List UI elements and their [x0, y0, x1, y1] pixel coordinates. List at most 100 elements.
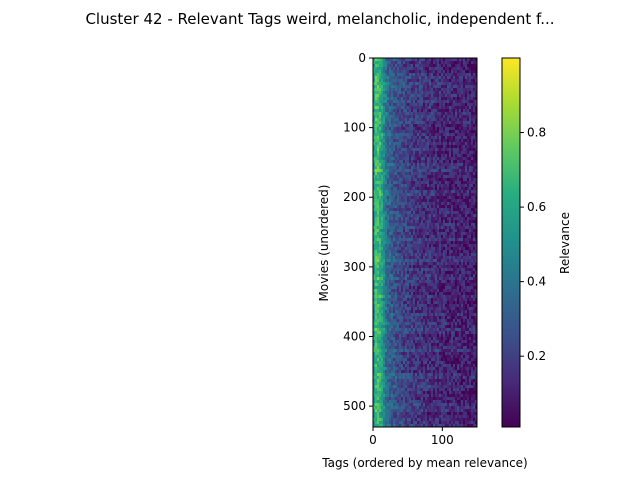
- heatmap-cell: [431, 316, 434, 320]
- heatmap-cell: [441, 139, 444, 143]
- heatmap-cell: [401, 292, 404, 296]
- heatmap-cell: [389, 337, 392, 341]
- heatmap-cell: [469, 325, 472, 329]
- heatmap-cell: [459, 256, 462, 260]
- heatmap-cell: [427, 250, 430, 254]
- heatmap-cell: [393, 292, 396, 296]
- heatmap-cell: [453, 190, 456, 194]
- heatmap-cell: [393, 160, 396, 164]
- heatmap-cell: [389, 283, 392, 287]
- heatmap-cell: [425, 328, 428, 332]
- heatmap-cell: [407, 343, 410, 347]
- heatmap-cell: [399, 106, 402, 110]
- heatmap-cell: [423, 235, 426, 239]
- heatmap-cell: [423, 313, 426, 317]
- heatmap-cell: [415, 178, 418, 182]
- heatmap-cell: [395, 160, 398, 164]
- heatmap-cell: [429, 70, 432, 74]
- heatmap-cell: [465, 196, 468, 200]
- heatmap-cell: [381, 226, 384, 230]
- heatmap-cell: [381, 97, 384, 101]
- heatmap-cell: [473, 157, 476, 161]
- heatmap-cell: [415, 223, 418, 227]
- heatmap-cell: [383, 163, 386, 167]
- heatmap-cell: [375, 223, 378, 227]
- heatmap-cell: [433, 136, 436, 140]
- heatmap-cell: [387, 97, 390, 101]
- heatmap-cell: [441, 319, 444, 323]
- heatmap-cell: [435, 286, 438, 290]
- heatmap-cell: [417, 226, 420, 230]
- heatmap-cell: [391, 310, 394, 314]
- heatmap-cell: [439, 73, 442, 77]
- heatmap-cell: [393, 337, 396, 341]
- heatmap-cell: [443, 136, 446, 140]
- heatmap-cell: [435, 181, 438, 185]
- heatmap-cell: [449, 244, 452, 248]
- heatmap-cell: [411, 283, 414, 287]
- heatmap-cell: [379, 334, 382, 338]
- heatmap-cell: [431, 250, 434, 254]
- heatmap-cell: [433, 244, 436, 248]
- heatmap-cell: [391, 274, 394, 278]
- heatmap-cell: [395, 343, 398, 347]
- heatmap-cell: [393, 193, 396, 197]
- heatmap-cell: [411, 277, 414, 281]
- heatmap-cell: [423, 274, 426, 278]
- heatmap-cell: [403, 214, 406, 218]
- heatmap-cell: [385, 271, 388, 275]
- heatmap-cell: [465, 148, 468, 152]
- heatmap-cell: [399, 328, 402, 332]
- heatmap-cell: [447, 187, 450, 191]
- heatmap-cell: [463, 280, 466, 284]
- heatmap-cell: [453, 76, 456, 80]
- heatmap-cell: [469, 187, 472, 191]
- heatmap-cell: [373, 211, 376, 215]
- heatmap-cell: [397, 100, 400, 104]
- heatmap-cell: [405, 199, 408, 203]
- heatmap-cell: [451, 145, 454, 149]
- heatmap-cell: [453, 58, 456, 62]
- heatmap-cell: [405, 184, 408, 188]
- heatmap-cell: [399, 79, 402, 83]
- heatmap-cell: [469, 109, 472, 113]
- heatmap-cell: [435, 277, 438, 281]
- heatmap-cell: [415, 145, 418, 149]
- heatmap-cell: [431, 118, 434, 122]
- heatmap-cell: [383, 70, 386, 74]
- heatmap-cell: [423, 181, 426, 185]
- heatmap-cell: [449, 166, 452, 170]
- heatmap-cell: [375, 145, 378, 149]
- heatmap-cell: [375, 211, 378, 215]
- heatmap-cell: [453, 88, 456, 92]
- heatmap-cell: [411, 340, 414, 344]
- heatmap-cell: [421, 130, 424, 134]
- heatmap-cell: [397, 94, 400, 98]
- heatmap-cell: [445, 67, 448, 71]
- heatmap-cell: [391, 139, 394, 143]
- heatmap-cell: [401, 79, 404, 83]
- heatmap-cell: [419, 316, 422, 320]
- heatmap-cell: [409, 325, 412, 329]
- heatmap-cell: [423, 319, 426, 323]
- heatmap-cell: [373, 73, 376, 77]
- heatmap-cell: [403, 286, 406, 290]
- heatmap-cell: [421, 208, 424, 212]
- heatmap-cell: [379, 259, 382, 263]
- heatmap-cell: [455, 148, 458, 152]
- heatmap-cell: [395, 301, 398, 305]
- heatmap-cell: [417, 241, 420, 245]
- heatmap-cell: [411, 259, 414, 263]
- heatmap-cell: [407, 265, 410, 269]
- heatmap-cell: [435, 157, 438, 161]
- heatmap-cell: [459, 340, 462, 344]
- heatmap-cell: [447, 163, 450, 167]
- heatmap-cell: [389, 343, 392, 347]
- heatmap-cell: [475, 67, 478, 71]
- heatmap-cell: [423, 244, 426, 248]
- heatmap-cell: [441, 283, 444, 287]
- heatmap-cell: [463, 136, 466, 140]
- heatmap-cell: [389, 253, 392, 257]
- heatmap-cell: [467, 178, 470, 182]
- heatmap-cell: [469, 316, 472, 320]
